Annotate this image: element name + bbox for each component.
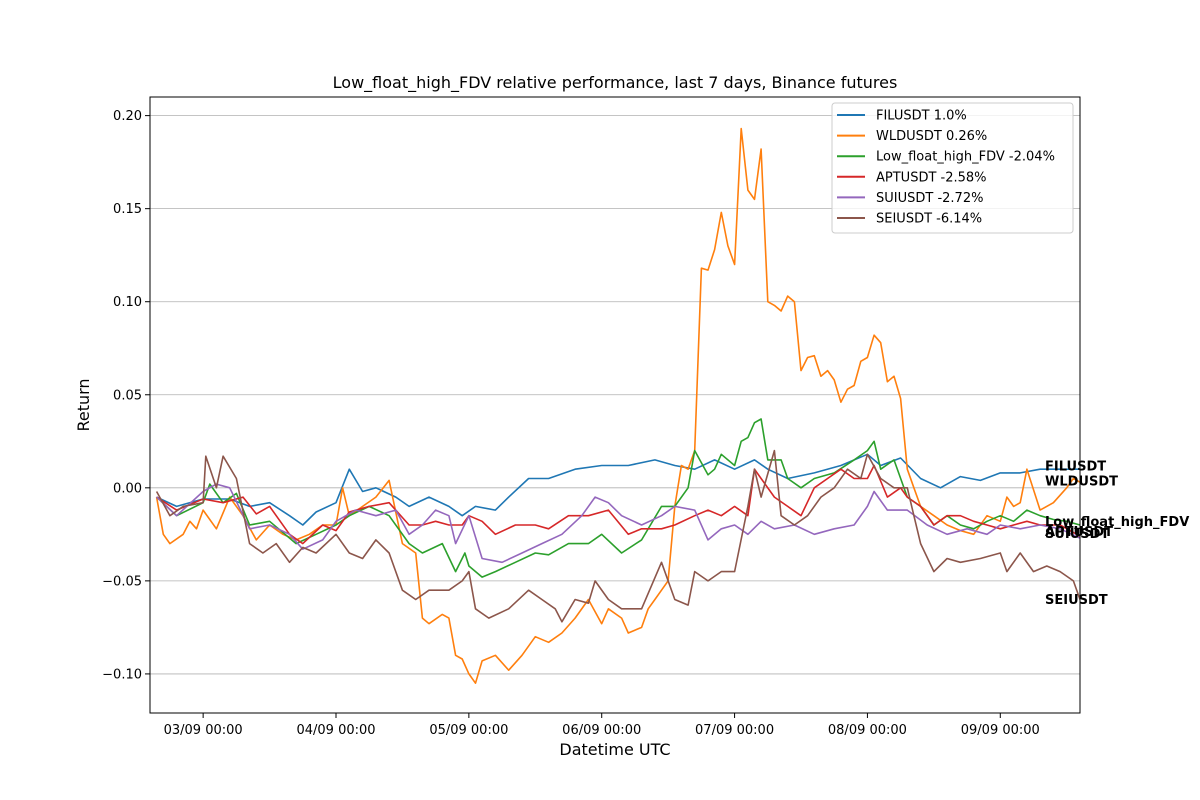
y-tick-label: 0.00	[113, 481, 142, 496]
series-line-wldusdt	[155, 127, 1081, 685]
y-tick-label: 0.20	[113, 109, 142, 124]
series-line-aptusdt	[156, 464, 1081, 545]
x-tick-label: 06/09 00:00	[562, 723, 641, 738]
end-label-seiusdt: SEIUSDT	[1045, 593, 1108, 608]
y-tick-label: −0.05	[102, 574, 142, 589]
end-label-low-float-high-fdv: Low_float_high_FDV	[1045, 515, 1189, 530]
y-tick-label: 0.05	[113, 388, 142, 403]
x-tick-label: 05/09 00:00	[429, 723, 508, 738]
series-line-suiusdt	[156, 483, 1081, 564]
y-axis-ticks: −0.10 −0.05 0.00 0.05 0.10 0.15 0.20	[102, 109, 150, 682]
legend-box	[831, 102, 1074, 234]
x-tick-label: 07/09 00:00	[695, 723, 774, 738]
series-line-seiusdt	[155, 449, 1081, 623]
x-tick-label: 04/09 00:00	[296, 723, 375, 738]
y-axis-label: Return	[74, 378, 93, 431]
chart-title: Low_float_high_FDV relative performance,…	[333, 73, 898, 93]
x-tick-label: 09/09 00:00	[961, 723, 1040, 738]
end-label-wldusdt: WLDUSDT	[1045, 475, 1118, 490]
y-tick-label: 0.15	[113, 202, 142, 217]
legend-entry: FILUSDT 1.0%	[876, 109, 967, 124]
legend-entry: SEIUSDT -6.14%	[876, 212, 982, 227]
plot-area-frame	[149, 96, 1081, 714]
end-label-suiusdt: SUIUSDT	[1045, 527, 1109, 542]
legend-entry: SUIUSDT -2.72%	[876, 191, 983, 206]
series-line-filusdt	[156, 453, 1080, 526]
y-tick-label: −0.10	[102, 667, 142, 682]
x-tick-label: 08/09 00:00	[828, 723, 907, 738]
legend-entry: APTUSDT -2.58%	[876, 170, 987, 185]
x-axis-label: Datetime UTC	[559, 740, 670, 759]
x-axis-ticks: 03/09 00:00 04/09 00:00 05/09 00:00 06/09 0…	[164, 713, 1040, 738]
y-tick-label: 0.10	[113, 295, 142, 310]
series-end-labels: FILUSDTWLDUSDTLow_float_high_FDVAPTUSDTS…	[1045, 460, 1189, 608]
legend-entry: Low_float_high_FDV -2.04%	[876, 150, 1055, 165]
series-lines	[155, 127, 1081, 685]
x-tick-label: 03/09 00:00	[164, 723, 243, 738]
legend-entry: WLDUSDT 0.26%	[876, 129, 987, 144]
end-label-filusdt: FILUSDT	[1045, 460, 1106, 475]
legend: FILUSDT 1.0% WLDUSDT 0.26% Low_float_high_…	[831, 102, 1074, 234]
end-label-aptusdt: APTUSDT	[1045, 525, 1113, 540]
